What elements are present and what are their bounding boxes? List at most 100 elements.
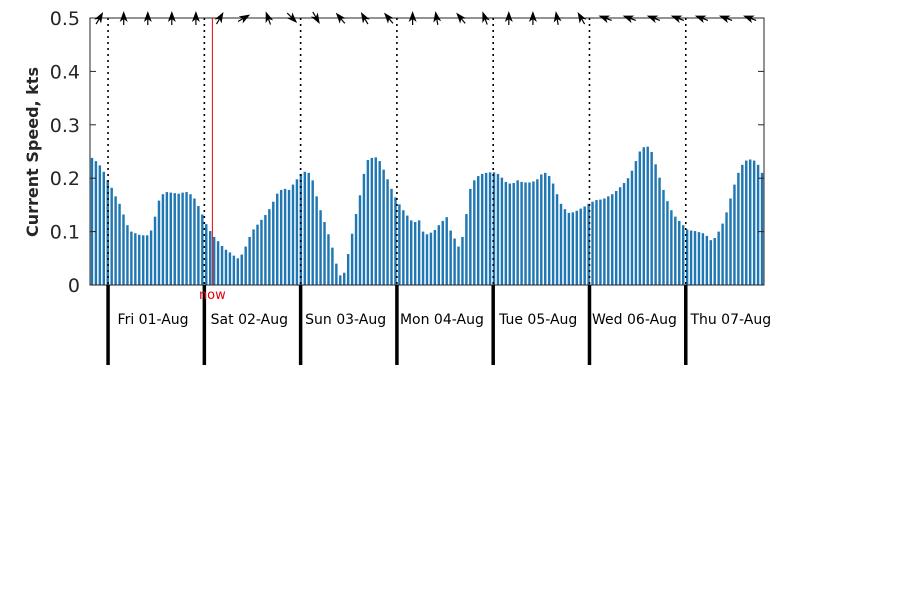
speed-bar — [453, 238, 456, 285]
speed-bar — [532, 181, 535, 285]
speed-bar — [193, 198, 196, 285]
direction-arrow-icon — [310, 11, 320, 25]
speed-bar — [402, 210, 405, 285]
speed-bar — [378, 161, 381, 285]
direction-arrow-icon — [214, 11, 224, 25]
speed-bar — [555, 194, 559, 285]
direction-arrow-icon — [743, 15, 757, 24]
speed-bar — [429, 232, 433, 285]
speed-bar — [666, 201, 669, 285]
speed-bar — [626, 178, 630, 285]
direction-arrow-icon — [408, 11, 417, 25]
speed-bar — [717, 231, 720, 285]
speed-bar — [252, 229, 255, 285]
speed-bar — [662, 189, 665, 285]
speed-bar — [157, 200, 161, 285]
speed-bar — [232, 255, 236, 285]
speed-bar — [295, 179, 299, 285]
speed-bar — [315, 196, 318, 285]
direction-arrow-icon — [528, 11, 537, 25]
speed-bar — [654, 164, 657, 285]
speed-bar — [500, 177, 504, 285]
speed-bar — [287, 189, 291, 285]
speed-bar — [488, 172, 492, 285]
direction-arrow-icon — [694, 15, 709, 24]
speed-bar — [685, 229, 689, 285]
speed-bar — [697, 232, 701, 285]
speed-bar — [398, 204, 401, 285]
speed-bar — [343, 272, 346, 285]
speed-bar — [492, 172, 496, 285]
speed-bar — [563, 209, 567, 285]
speed-bar — [547, 176, 551, 285]
speed-bar — [228, 252, 232, 285]
speed-bar — [370, 157, 374, 285]
speed-bar — [469, 188, 472, 285]
speed-bar — [283, 188, 287, 285]
speed-bar — [260, 219, 263, 285]
speed-bar — [559, 203, 563, 285]
speed-bar — [189, 194, 192, 285]
speed-bar — [264, 215, 267, 285]
direction-arrow-icon — [718, 15, 733, 24]
direction-arrow-icon — [237, 14, 251, 24]
speed-bar — [240, 254, 243, 285]
direction-arrow-icon — [335, 12, 346, 24]
direction-arrow-icon — [577, 11, 587, 25]
direction-arrow-icon — [119, 11, 128, 25]
speed-bar — [335, 263, 338, 285]
now-label: now — [199, 288, 226, 303]
speed-bar — [540, 174, 543, 285]
speed-bar — [386, 179, 389, 285]
speed-bar — [268, 209, 271, 285]
speed-bar — [567, 212, 571, 285]
speed-bar — [327, 234, 330, 285]
speed-bar — [480, 173, 484, 285]
speed-bar — [701, 233, 705, 285]
speed-bar — [339, 275, 342, 285]
speed-bar — [756, 164, 760, 285]
speed-bar — [457, 246, 460, 285]
speed-bar — [421, 231, 425, 285]
speed-bar — [571, 212, 575, 285]
speed-bar — [279, 189, 283, 285]
speed-bar — [114, 196, 117, 285]
speed-bar — [201, 214, 204, 285]
speed-bar — [173, 193, 176, 285]
speed-bar — [705, 235, 709, 285]
y-tick-label: 0.2 — [50, 168, 80, 190]
speed-bar — [599, 199, 602, 285]
speed-bar — [212, 236, 216, 285]
speed-bar — [236, 258, 240, 285]
day-label: Wed 06-Aug — [592, 312, 677, 328]
speed-bar — [410, 220, 413, 285]
speed-bar — [256, 224, 259, 285]
speed-bar — [331, 247, 334, 285]
speed-bar — [98, 165, 102, 285]
speed-bar — [725, 212, 728, 285]
direction-arrow-icon — [286, 12, 298, 23]
speed-bar — [197, 205, 200, 285]
direction-arrow-icon — [670, 15, 685, 24]
speed-bar — [477, 176, 480, 285]
speed-bar — [618, 187, 622, 285]
direction-arrow-icon — [191, 11, 200, 25]
speed-bar — [729, 198, 732, 285]
speed-bar — [689, 230, 693, 285]
speed-bar — [745, 160, 748, 285]
speed-bar — [607, 196, 610, 285]
speed-bar — [658, 177, 661, 285]
speed-bar — [138, 234, 141, 285]
speed-bar — [760, 172, 764, 285]
speed-bar — [741, 164, 744, 285]
speed-bar — [354, 213, 358, 285]
day-label: Thu 07-Aug — [689, 312, 771, 328]
speed-bar — [614, 191, 618, 285]
direction-arrow-icon — [553, 11, 562, 25]
speed-bar — [496, 173, 500, 285]
direction-arrow-icon — [143, 11, 152, 25]
y-tick-label: 0.4 — [50, 61, 80, 83]
speed-bar — [141, 235, 145, 285]
speed-bar — [678, 220, 681, 285]
speed-bar — [406, 215, 409, 285]
